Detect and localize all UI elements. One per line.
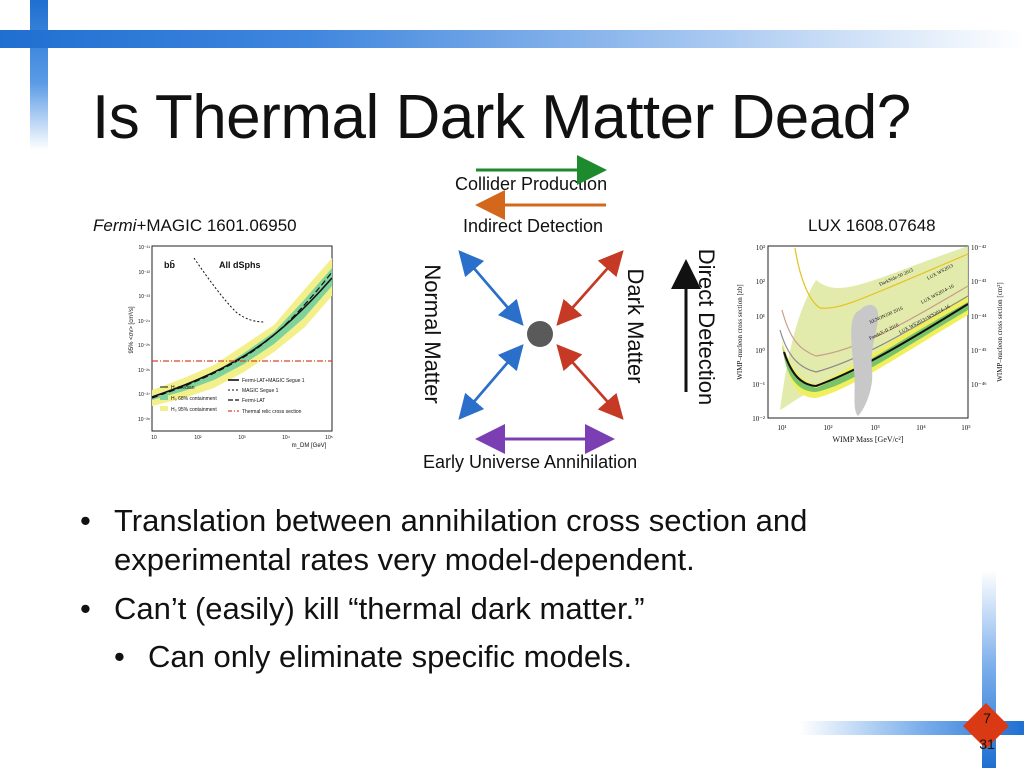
left-legend-item: Thermal relic cross section [242, 409, 302, 415]
bullet-item: • Translation between annihilation cross… [78, 502, 958, 580]
right-xtick: 10² [823, 424, 832, 432]
left-ytick: 10⁻²⁷ [138, 392, 150, 398]
right-ytick-right: 10⁻⁴⁵ [971, 347, 987, 355]
left-xtick: 10² [194, 435, 202, 441]
right-ytick-right: 10⁻⁴² [971, 244, 986, 252]
left-ytick: 10⁻²⁴ [138, 319, 150, 325]
interaction-diagram [458, 155, 701, 454]
left-plot-xlabel: m_DM [GeV] [292, 443, 327, 449]
collider-production-label: Collider Production [455, 174, 608, 194]
left-plot-caption-italic: Fermi [93, 216, 137, 235]
left-legend-item: Fermi-LAT [242, 398, 265, 404]
bullet-text: Translation between annihilation cross s… [114, 503, 808, 577]
left-xtick: 10 [151, 435, 157, 441]
right-ytick-right: 10⁻⁴⁶ [971, 381, 987, 389]
right-ytick-right: 10⁻⁴³ [971, 278, 986, 286]
left-plot-caption: Fermi+MAGIC 1601.06950 [93, 216, 297, 236]
early-universe-annihilation-label: Early Universe Annihilation [423, 452, 638, 472]
left-plot-ylabel: 95% <σv> [cm³/s] [129, 306, 135, 353]
right-xtick: 10¹ [777, 424, 786, 432]
lux-exclusion-plot: 10³ 10² 10¹ 10⁰ 10⁻¹ 10⁻² 10⁻⁴² 10⁻⁴³ 10… [736, 244, 1004, 444]
right-ytick-left: 10² [756, 278, 765, 286]
left-plot-channel: bb̄ [164, 260, 175, 270]
left-ytick: 10⁻²⁸ [138, 417, 150, 423]
right-plot-ylabel-right: WIMP–nucleon cross section [cm²] [996, 282, 1004, 382]
left-xtick: 10⁵ [325, 435, 333, 441]
page-number-total: 31 [979, 736, 995, 752]
slide-title: Is Thermal Dark Matter Dead? [92, 83, 911, 152]
right-plot-ylabel-left: WIMP–nucleon cross section [zb] [736, 284, 744, 379]
right-ytick-left: 10¹ [756, 313, 765, 321]
indirect-detection-label: Indirect Detection [463, 216, 604, 236]
fermi-magic-plot: bb̄ All dSphs 10⁻²¹ 10⁻²² 10⁻²³ 10⁻²⁴ 10… [129, 245, 333, 449]
left-ytick: 10⁻²² [138, 270, 150, 276]
left-xtick: 10³ [238, 435, 246, 441]
right-ytick-left: 10⁻² [752, 415, 765, 423]
right-xtick: 10³ [870, 424, 879, 432]
left-ytick: 10⁻²⁶ [138, 368, 150, 374]
bullet-text: Can’t (easily) kill “thermal dark matter… [114, 590, 645, 626]
left-ytick: 10⁻²³ [138, 294, 150, 300]
bullet-dot-icon: • [80, 503, 91, 538]
right-ytick-right: 10⁻⁴⁴ [971, 313, 987, 321]
left-ytick: 10⁻²⁵ [138, 343, 150, 349]
left-xtick: 10⁴ [282, 435, 290, 441]
bullet-dot-icon: • [114, 639, 125, 675]
left-legend-item: MAGIC Segue 1 [242, 388, 279, 394]
bullet-list: • Translation between annihilation cross… [78, 502, 958, 687]
left-legend-item: H₀ 68% containment [171, 396, 217, 402]
right-xtick: 10⁵ [961, 424, 971, 432]
bullet-dot-icon: • [80, 590, 91, 626]
left-plot-panel-title: All dSphs [219, 260, 261, 270]
left-legend-item: H₀ 95% containment [171, 407, 217, 413]
bullet-item: • Can’t (easily) kill “thermal dark matt… [78, 590, 958, 629]
bullet-text: Can only eliminate specific models. [148, 639, 633, 675]
right-ytick-left: 10⁻¹ [752, 381, 765, 389]
decorative-bar-horizontal-top [0, 30, 1024, 48]
right-ytick-left: 10³ [756, 244, 765, 252]
right-xtick: 10⁴ [916, 424, 926, 432]
bullet-item-sub: • Can only eliminate specific models. [112, 638, 958, 677]
right-plot-xlabel: WIMP Mass [GeV/c²] [833, 435, 904, 444]
left-legend-item: H₀ median [171, 385, 195, 391]
page-number-badge-icon [963, 703, 1009, 749]
interaction-vertex-icon [527, 321, 553, 347]
page-number-current: 7 [983, 710, 991, 726]
left-legend-item: Fermi-LAT+MAGIC Segue 1 [242, 378, 305, 384]
decorative-bar-vertical-left [30, 0, 48, 150]
right-ytick-left: 10⁰ [755, 347, 765, 355]
left-plot-caption-rest: +MAGIC 1601.06950 [136, 216, 297, 235]
right-plot-caption: LUX 1608.07648 [808, 216, 936, 235]
left-ytick: 10⁻²¹ [138, 245, 150, 251]
